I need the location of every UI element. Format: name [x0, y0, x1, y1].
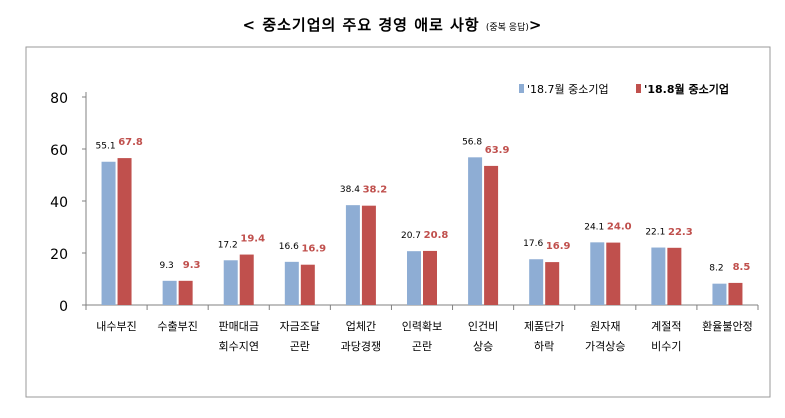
bar-jul [712, 283, 727, 305]
bar-jul [529, 259, 544, 305]
bar-jul [590, 242, 605, 305]
bar-aug [239, 254, 254, 305]
legend: '18.7월 중소기업 '18.8월 중소기업 [519, 82, 729, 96]
y-tick-label: 80 [50, 91, 68, 107]
bar-jul [284, 261, 299, 305]
x-category-label: 환율불안정 [702, 320, 753, 333]
x-category-label: 업체간 [346, 320, 376, 333]
y-tick-label: 20 [50, 247, 68, 263]
x-category-label: 인건비 [468, 320, 498, 333]
bar-jul [468, 157, 483, 305]
x-category-label: 원자재 [590, 320, 620, 333]
data-label-aug: 8.5 [733, 262, 751, 273]
bar-jul [651, 247, 666, 305]
x-category-label: 내수부진 [96, 320, 136, 333]
x-category-label: 곤란 [412, 340, 432, 353]
data-label-jul: 9.3 [159, 261, 173, 271]
data-label-jul: 17.2 [218, 240, 238, 250]
bar-aug [667, 247, 682, 305]
legend-swatch [636, 84, 641, 93]
data-label-aug: 38.2 [363, 185, 388, 196]
data-label-jul: 56.8 [462, 137, 482, 147]
x-category-label: 상승 [473, 340, 493, 353]
legend-swatch [519, 84, 524, 93]
data-label-jul: 17.6 [523, 239, 543, 249]
chart-title: < 중소기업의 주요 경영 애로 사항 (중복 응답)> [0, 14, 785, 35]
y-tick-label: 0 [59, 299, 68, 315]
x-category-label: 제품단가 [524, 320, 564, 333]
x-category-label: 자금조달 [280, 320, 320, 333]
bar-aug [361, 205, 376, 305]
x-category-label: 가격상승 [585, 340, 625, 353]
bar-jul [162, 280, 177, 305]
chart-frame [25, 46, 771, 398]
data-label-jul: 55.1 [96, 142, 116, 152]
data-label-jul: 24.1 [584, 222, 604, 232]
bar-layer: 55.1 9.3 17.2 16.6 38.4 20.7 56.8 17.6 24.1 22.1 8… [96, 137, 751, 305]
data-label-jul: 16.6 [279, 242, 299, 252]
data-label-aug: 67.8 [118, 137, 143, 148]
x-category-label: 계절적 [651, 320, 681, 333]
bar-aug [728, 282, 743, 305]
data-label-aug: 63.9 [485, 145, 510, 156]
x-category-label: 하락 [534, 339, 554, 353]
data-label-aug: 22.3 [668, 227, 693, 238]
x-category-label: 인력확보 [402, 320, 442, 333]
x-category-label: 비수기 [651, 340, 681, 353]
legend-label: '18.7월 중소기업 [527, 83, 609, 96]
data-label-jul: 22.1 [645, 228, 665, 238]
y-tick-label: 60 [50, 143, 68, 159]
bar-aug [178, 280, 193, 305]
bar-jul [407, 251, 421, 305]
chart-title-text: < 중소기업의 주요 경영 애로 사항 [242, 16, 480, 34]
bar-aug [117, 158, 132, 305]
data-label-jul: 8.2 [709, 264, 723, 274]
data-label-aug: 20.8 [424, 230, 449, 241]
data-label-aug: 16.9 [301, 244, 326, 255]
bar-aug [484, 165, 499, 305]
x-category-label: 회수지연 [218, 340, 258, 353]
data-label-jul: 38.4 [340, 185, 360, 195]
bar-aug [606, 242, 621, 305]
data-label-jul: 20.7 [401, 231, 421, 241]
x-category-label: 곤란 [290, 340, 310, 353]
bar-jul [101, 161, 116, 305]
legend-label: '18.8월 중소기업 [644, 82, 729, 96]
chart-title-note: (중복 응답) [485, 23, 529, 33]
bar-aug [423, 250, 437, 305]
bar-jul [223, 260, 238, 305]
x-category-label: 판매대금 [218, 320, 258, 333]
bar-jul [345, 205, 360, 305]
x-category-label: 과당경쟁 [341, 340, 381, 353]
chart-title-close: > [528, 16, 543, 34]
bar-aug [300, 264, 315, 305]
data-label-aug: 9.3 [183, 260, 201, 271]
x-category-label: 수출부진 [157, 320, 197, 333]
bar-aug [545, 262, 560, 305]
data-label-aug: 24.0 [607, 222, 632, 233]
y-tick-label: 40 [50, 195, 68, 211]
data-label-aug: 19.4 [240, 234, 265, 245]
data-label-aug: 16.9 [546, 241, 571, 252]
